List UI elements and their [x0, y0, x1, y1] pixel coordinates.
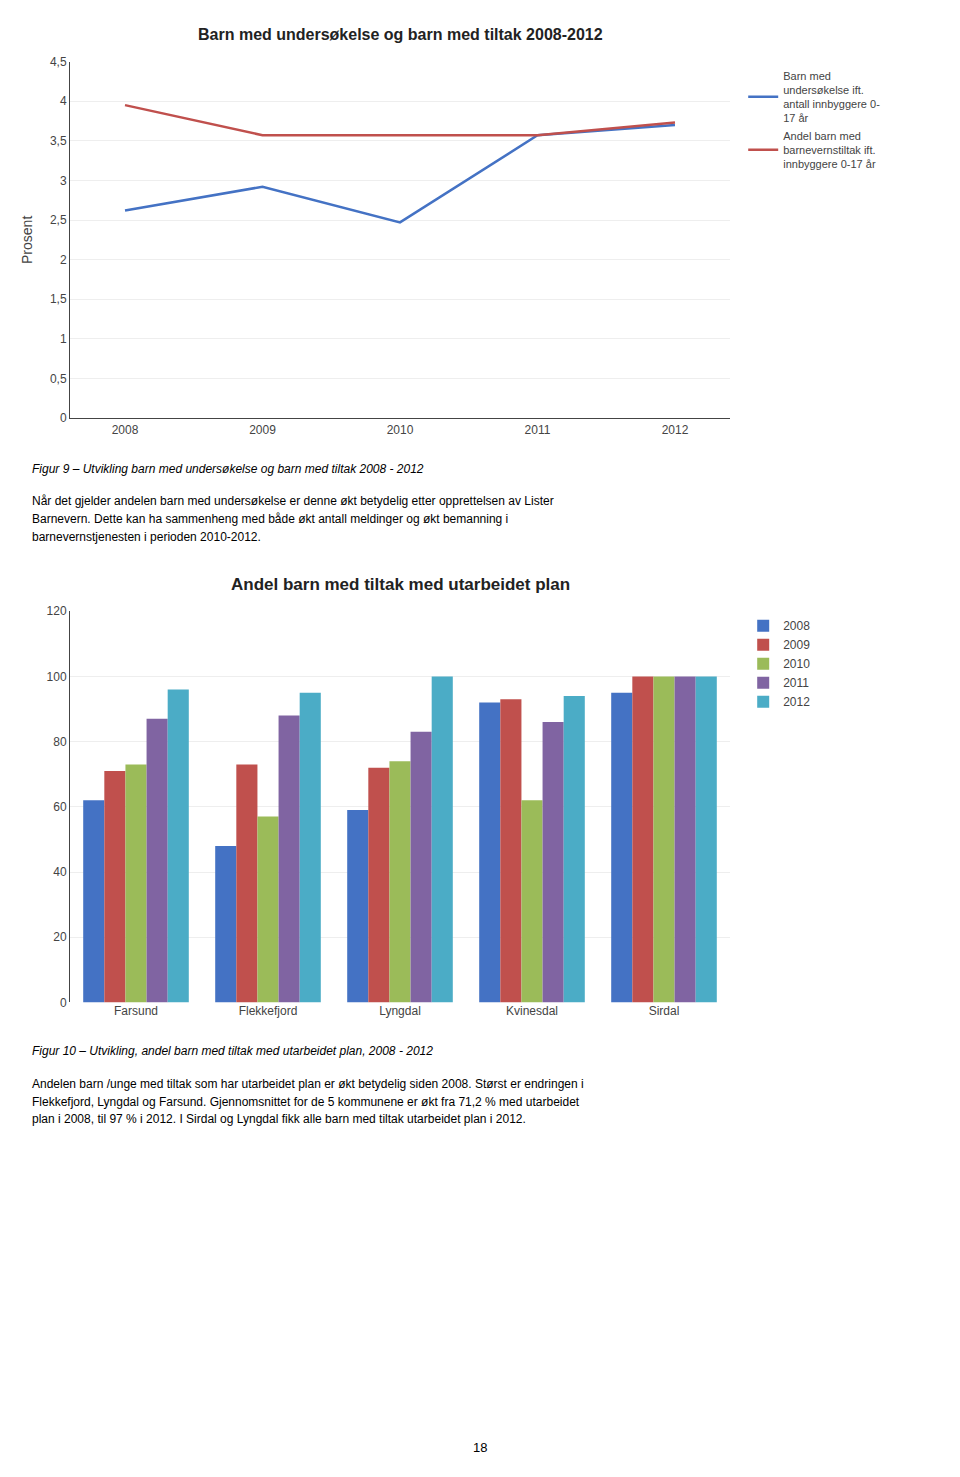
svg-text:4,5: 4,5: [50, 55, 67, 69]
svg-text:Figur 10 – Utvikling, andel ba: Figur 10 – Utvikling, andel barn med til…: [32, 1044, 433, 1058]
svg-text:Andel barn med tiltak med utar: Andel barn med tiltak med utarbeidet pla…: [231, 575, 570, 594]
svg-text:2012: 2012: [783, 695, 810, 709]
svg-text:2011: 2011: [525, 423, 551, 437]
svg-text:2009: 2009: [249, 423, 276, 437]
svg-text:2009: 2009: [783, 638, 810, 652]
svg-text:18: 18: [473, 1440, 487, 1455]
svg-text:Andel barn medbarnevernstiltak: Andel barn medbarnevernstiltak ift.innby…: [783, 130, 876, 171]
svg-text:Flekkefjord, Lyngdal og Farsun: Flekkefjord, Lyngdal og Farsund. Gjennom…: [32, 1095, 580, 1109]
svg-text:3,5: 3,5: [50, 134, 67, 148]
svg-text:Flekkefjord: Flekkefjord: [239, 1004, 298, 1018]
svg-text:1,5: 1,5: [50, 292, 67, 306]
svg-text:2010: 2010: [387, 423, 414, 437]
svg-text:barnevernstjenesten i perioden: barnevernstjenesten i perioden 2010-2012…: [32, 530, 261, 544]
svg-text:Kvinesdal: Kvinesdal: [506, 1004, 558, 1018]
svg-text:2012: 2012: [662, 423, 689, 437]
svg-text:60: 60: [53, 800, 67, 814]
svg-text:2008: 2008: [783, 619, 810, 633]
svg-text:0,5: 0,5: [50, 372, 67, 386]
svg-text:Sirdal: Sirdal: [649, 1004, 680, 1018]
svg-text:Figur 9 – Utvikling barn med u: Figur 9 – Utvikling barn med undersøkels…: [32, 462, 424, 476]
svg-text:2010: 2010: [783, 657, 810, 671]
svg-text:Lyngdal: Lyngdal: [379, 1004, 421, 1018]
svg-text:2008: 2008: [112, 423, 139, 437]
svg-text:Barn medundersøkelse ift.antal: Barn medundersøkelse ift.antall innbygge…: [783, 70, 880, 125]
svg-text:100: 100: [47, 670, 67, 684]
svg-text:2,5: 2,5: [50, 213, 67, 227]
svg-text:80: 80: [53, 735, 67, 749]
svg-text:2: 2: [60, 253, 67, 267]
svg-text:2011: 2011: [783, 676, 809, 690]
svg-text:120: 120: [47, 604, 67, 618]
svg-text:0: 0: [60, 996, 67, 1010]
svg-text:Barn med undersøkelse og barn: Barn med undersøkelse og barn med tiltak…: [198, 26, 603, 43]
svg-text:Farsund: Farsund: [114, 1004, 158, 1018]
svg-text:Prosent: Prosent: [19, 216, 35, 264]
svg-text:40: 40: [53, 865, 67, 879]
svg-text:20: 20: [53, 930, 67, 944]
svg-text:0: 0: [60, 411, 67, 425]
svg-text:Når det gjelder andelen barn m: Når det gjelder andelen barn med undersø…: [32, 494, 554, 508]
svg-text:Barnevern. Dette kan ha sammen: Barnevern. Dette kan ha sammenheng med b…: [32, 512, 508, 526]
svg-text:plan i 2008, til 97 % i 2012.: plan i 2008, til 97 % i 2012. I Sirdal o…: [32, 1112, 526, 1126]
svg-text:3: 3: [60, 174, 67, 188]
svg-text:Andelen barn /unge med tiltak: Andelen barn /unge med tiltak som har ut…: [32, 1077, 584, 1091]
svg-text:1: 1: [60, 332, 67, 346]
svg-text:4: 4: [60, 94, 67, 108]
